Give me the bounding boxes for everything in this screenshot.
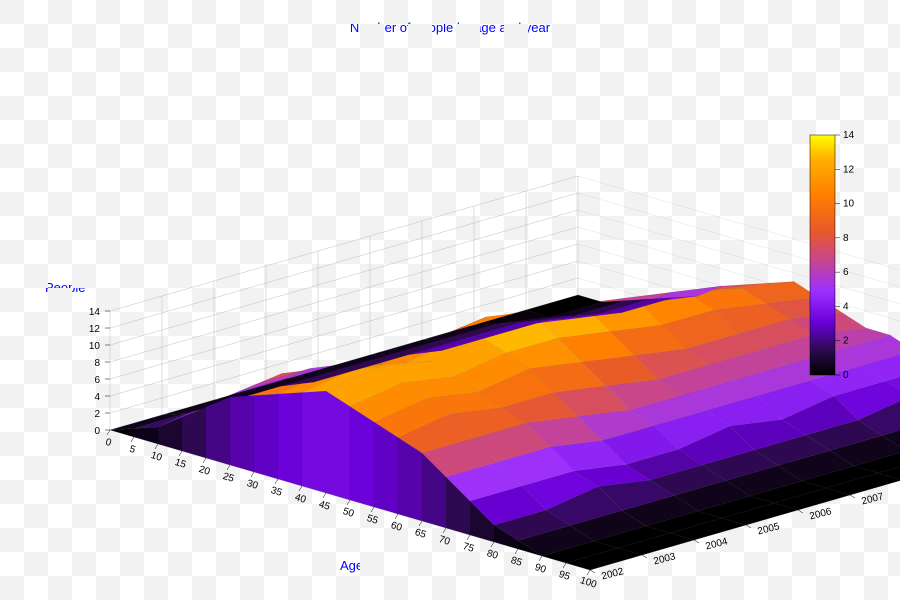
svg-text:50: 50 — [341, 506, 355, 520]
svg-text:90: 90 — [533, 562, 547, 576]
chart-container: Number of people by age and year People … — [0, 0, 900, 600]
svg-text:4: 4 — [94, 392, 100, 403]
svg-text:35: 35 — [269, 485, 283, 499]
surface-plot: 0510152025303540455055606570758085909510… — [0, 0, 900, 600]
svg-text:25: 25 — [221, 471, 235, 485]
svg-text:2: 2 — [843, 336, 849, 347]
svg-text:80: 80 — [485, 548, 499, 562]
svg-text:8: 8 — [94, 358, 100, 369]
svg-text:12: 12 — [843, 164, 855, 175]
svg-text:65: 65 — [413, 527, 427, 541]
svg-text:95: 95 — [557, 569, 571, 583]
svg-text:2: 2 — [94, 409, 100, 420]
svg-text:10: 10 — [843, 199, 855, 210]
svg-text:14: 14 — [843, 130, 855, 141]
svg-text:5: 5 — [128, 444, 137, 456]
svg-text:10: 10 — [149, 450, 163, 464]
svg-text:6: 6 — [843, 267, 849, 278]
svg-text:12: 12 — [89, 324, 101, 335]
svg-text:4: 4 — [843, 301, 849, 312]
svg-text:0: 0 — [94, 426, 100, 437]
svg-text:8: 8 — [843, 233, 849, 244]
svg-text:0: 0 — [843, 370, 849, 381]
svg-text:6: 6 — [94, 375, 100, 386]
svg-text:14: 14 — [89, 307, 101, 318]
svg-text:10: 10 — [89, 341, 101, 352]
svg-text:20: 20 — [197, 464, 211, 478]
